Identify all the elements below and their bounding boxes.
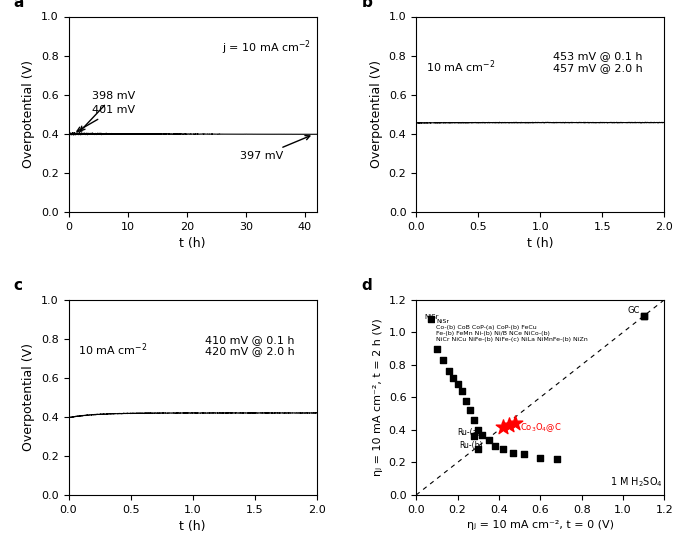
Text: d: d (362, 278, 372, 293)
Text: a: a (14, 0, 24, 10)
Y-axis label: ηⱼ = 10 mA cm⁻², t = 2 h (V): ηⱼ = 10 mA cm⁻², t = 2 h (V) (373, 318, 383, 476)
Point (432, 344, 443, 353)
Point (638, 311, 649, 320)
Text: 453 mV @ 0.1 h
457 mV @ 2.0 h: 453 mV @ 0.1 h 457 mV @ 2.0 h (553, 52, 643, 73)
Point (464, 406, 475, 415)
X-axis label: t (h): t (h) (179, 520, 206, 534)
Text: 397 mV: 397 mV (240, 136, 310, 161)
Point (503, 421, 514, 430)
Point (448, 373, 459, 382)
Point (497, 422, 508, 431)
Point (452, 380, 463, 389)
Y-axis label: Overpotential (V): Overpotential (V) (370, 60, 383, 168)
Point (477, 431, 488, 439)
Point (438, 355, 449, 364)
Point (456, 387, 467, 395)
Point (473, 445, 484, 454)
Text: 1 M H$_2$SO$_4$: 1 M H$_2$SO$_4$ (610, 475, 662, 489)
Point (497, 445, 508, 454)
Point (473, 426, 484, 434)
X-axis label: t (h): t (h) (527, 237, 553, 250)
Point (469, 416, 479, 425)
Point (638, 311, 649, 320)
X-axis label: t (h): t (h) (179, 237, 206, 250)
X-axis label: ηⱼ = 10 mA cm⁻², t = 0 (V): ηⱼ = 10 mA cm⁻², t = 0 (V) (466, 520, 614, 530)
Point (425, 315, 436, 323)
Point (508, 448, 519, 457)
Point (460, 396, 471, 405)
Text: 398 mV: 398 mV (80, 91, 136, 131)
Point (519, 450, 530, 459)
Text: 10 mA cm$^{-2}$: 10 mA cm$^{-2}$ (78, 341, 148, 358)
Text: Ru-(a): Ru-(a) (458, 428, 481, 437)
Text: GC: GC (627, 306, 640, 315)
Text: c: c (14, 278, 23, 293)
Text: NiSr: NiSr (425, 314, 439, 320)
Text: 401 mV: 401 mV (77, 105, 135, 131)
Point (535, 453, 546, 462)
Text: NiSr
Co-(b) CoB CoP-(a) CoP-(b) FeCu
Fe-(b) FeMn Ni-(b) Ni/B NCe NiCo-(b)
NiCr N: NiSr Co-(b) CoB CoP-(a) CoP-(b) FeCu Fe-… (436, 319, 588, 342)
Y-axis label: Overpotential (V): Overpotential (V) (23, 343, 36, 452)
Text: Co$_3$O$_4$@C: Co$_3$O$_4$@C (520, 421, 561, 434)
Text: 10 mA cm$^{-2}$: 10 mA cm$^{-2}$ (426, 58, 495, 75)
Text: b: b (362, 0, 373, 10)
Text: 410 mV @ 0.1 h
420 mV @ 2.0 h: 410 mV @ 0.1 h 420 mV @ 2.0 h (205, 335, 295, 356)
Y-axis label: Overpotential (V): Overpotential (V) (23, 60, 36, 168)
Text: j = 10 mA cm$^{-2}$: j = 10 mA cm$^{-2}$ (223, 39, 312, 57)
Point (489, 442, 500, 450)
Point (483, 435, 494, 444)
Text: Ru-(b): Ru-(b) (460, 441, 483, 450)
Point (444, 367, 455, 376)
Point (510, 419, 521, 428)
Point (469, 432, 479, 441)
Point (551, 455, 562, 464)
